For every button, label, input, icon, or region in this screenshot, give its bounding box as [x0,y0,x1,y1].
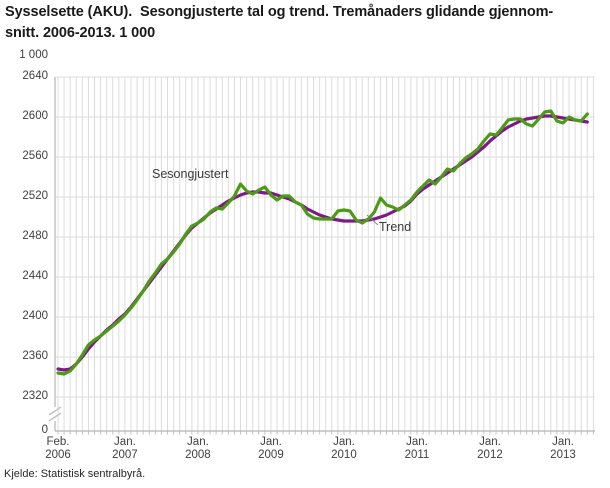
x-tick-label: Jan. 2007 [103,436,147,462]
axes [48,77,595,435]
y-tick-label: 2440 [22,270,48,282]
y-tick-label: 2560 [22,150,48,162]
y-axis-unit-label: 1 000 [19,49,48,61]
axis-break-mark [48,412,62,422]
y-tick-label: 2360 [22,350,48,362]
y-tick-label: 2480 [22,230,48,242]
x-tick-year: 2013 [550,449,576,461]
x-tick-month: Jan. [406,436,428,448]
x-tick-year: 2006 [45,449,71,461]
series-label-trend: Trend [379,220,412,234]
x-tick-month: Feb. [46,436,70,448]
y-tick-label: 2640 [22,70,48,82]
chart-title: Sysselsette (AKU). Sesongjusterte tal og… [5,2,605,44]
x-tick-label: Jan. 2012 [468,436,512,462]
y-tick-label: 2320 [22,390,48,402]
vertical-gridlines [57,77,594,431]
x-tick-label: Jan. 2011 [395,436,439,462]
x-tick-label: Jan. 2008 [176,436,220,462]
x-tick-label: Jan. 2013 [541,436,585,462]
axis-break-mark [48,406,62,416]
x-tick-year: 2010 [331,449,357,461]
x-tick-month: Jan. [552,436,574,448]
x-tick-month: Jan. [333,436,355,448]
x-tick-label: Jan. 2010 [322,436,366,462]
x-tick-month: Jan. [479,436,501,448]
series-label-sesongjustert: Sesongjustert [152,167,229,181]
x-tick-year: 2008 [185,449,211,461]
x-tick-month: Jan. [260,436,282,448]
x-tick-year: 2007 [112,449,138,461]
y-tick-label: 2520 [22,190,48,202]
source-caption: Kjelde: Statistisk sentralbyrå. [4,468,146,480]
chart-title-line2: snitt. 2006-2013. 1 000 [5,25,156,41]
y-tick-label: 2600 [22,110,48,122]
chart-title-line1: Sysselsette (AKU). Sesongjusterte tal og… [5,4,554,20]
series-lines [56,109,589,376]
x-tick-month: Jan. [114,436,136,448]
x-tick-month: Jan. [187,436,209,448]
x-tick-year: 2009 [258,449,284,461]
y-tick-label-zero: 0 [41,424,48,436]
x-tick-label: Feb. 2006 [36,436,80,462]
x-tick-year: 2011 [404,449,430,461]
x-tick-label: Jan. 2009 [249,436,293,462]
horizontal-gridlines [55,76,595,398]
sesongjustert-line [56,109,589,376]
trend-label-connector [366,214,379,226]
x-tick-year: 2012 [477,449,503,461]
y-tick-label: 2400 [22,310,48,322]
